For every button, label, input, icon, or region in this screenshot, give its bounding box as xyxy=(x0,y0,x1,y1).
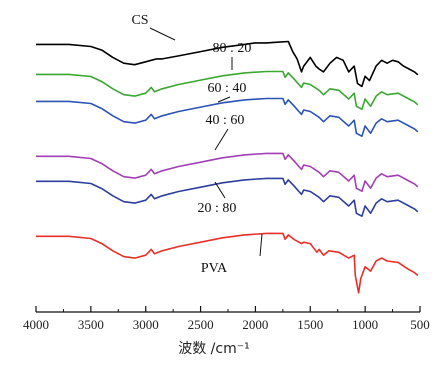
series-label-3: 40 : 60 xyxy=(206,113,245,128)
x-tick-label: 500 xyxy=(410,317,430,332)
series-line-2 xyxy=(36,97,419,137)
series-line-3 xyxy=(36,152,419,192)
x-tick-label: 3500 xyxy=(78,317,104,332)
x-tick-label: 1500 xyxy=(297,317,323,332)
label-leader-5 xyxy=(259,233,263,257)
x-ticks: 4000 3500 3000 2500 2000 1500 1000 500 xyxy=(23,306,430,332)
x-axis-title: 波数 /cm⁻¹ xyxy=(178,341,250,357)
x-tick-label: 2500 xyxy=(188,317,214,332)
x-tick-label: 3000 xyxy=(133,317,159,332)
series-label-2: 60 : 40 xyxy=(208,81,247,96)
series-line-5 xyxy=(36,232,419,294)
series-label-5: PVA xyxy=(201,261,228,276)
label-leader-0 xyxy=(149,27,176,41)
series-label-0: CS xyxy=(131,13,148,28)
series-line-0 xyxy=(36,40,419,88)
x-tick-label: 2000 xyxy=(242,317,268,332)
series-line-1 xyxy=(36,70,419,110)
label-leader-4 xyxy=(214,181,226,199)
x-tick-label: 1000 xyxy=(352,317,378,332)
series-label-1: 80 : 20 xyxy=(213,41,252,56)
series-group xyxy=(36,40,419,294)
series-labels: CS 80 : 20 60 : 40 40 : 60 20 : 80 PVA xyxy=(131,13,263,276)
label-leader-3 xyxy=(214,128,229,151)
label-leader-2 xyxy=(217,96,231,103)
series-label-4: 20 : 80 xyxy=(198,201,237,216)
x-tick-label: 4000 xyxy=(23,317,49,332)
series-line-4 xyxy=(36,177,419,217)
